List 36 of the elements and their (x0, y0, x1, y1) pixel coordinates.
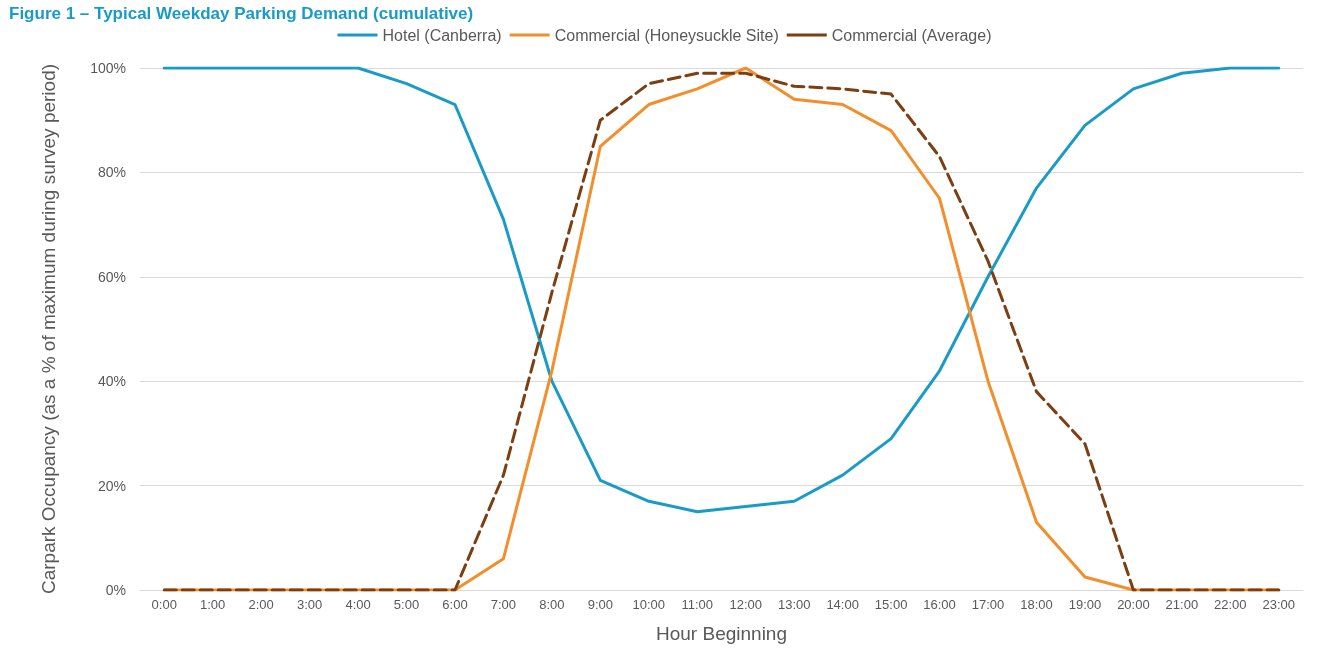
y-tick-label: 20% (97, 477, 126, 494)
y-tick-label: 60% (97, 268, 126, 285)
x-tick-label: 13:00 (777, 597, 811, 612)
x-tick-label: 14:00 (826, 597, 859, 612)
x-tick-label: 21:00 (1165, 597, 1199, 612)
x-tick-label: 15:00 (874, 597, 908, 612)
x-tick-label: 16:00 (923, 597, 956, 612)
x-tick-label: 22:00 (1214, 597, 1247, 612)
legend-label: Hotel (Canberra) (382, 26, 502, 44)
x-tick-label: 4:00 (345, 597, 371, 612)
x-tick-label: 10:00 (632, 597, 666, 612)
legend-label: Commercial (Honeysuckle Site) (554, 26, 779, 44)
x-tick-label: 8:00 (539, 597, 565, 612)
x-tick-label: 6:00 (442, 597, 468, 612)
x-tick-label: 3:00 (296, 597, 323, 612)
x-tick-label: 23:00 (1262, 597, 1296, 612)
x-tick-label: 2:00 (248, 597, 274, 612)
x-axis-title: Hour Beginning (656, 623, 787, 644)
x-tick-label: 19:00 (1068, 597, 1102, 612)
x-tick-label: 9:00 (587, 597, 614, 612)
x-tick-label: 7:00 (490, 597, 517, 612)
x-tick-label: 11:00 (681, 597, 714, 612)
x-tick-label: 0:00 (151, 597, 177, 612)
y-tick-label: 40% (97, 373, 126, 390)
x-tick-label: 5:00 (393, 597, 420, 612)
x-tick-label: 12:00 (729, 597, 762, 612)
y-tick-label: 80% (97, 164, 126, 181)
x-tick-label: 18:00 (1020, 597, 1053, 612)
x-tick-label: 1:00 (200, 597, 226, 612)
legend-label: Commercial (Average) (831, 26, 992, 44)
chart-title: Figure 1 – Typical Weekday Parking Demand (cumulative) (9, 4, 474, 23)
x-tick-label: 20:00 (1117, 597, 1150, 612)
y-tick-label: 100% (90, 60, 126, 76)
x-tick-label: 17:00 (971, 597, 1005, 612)
y-axis-title: Carpark Occupancy (as a % of maximum during survey period) (37, 63, 59, 595)
y-tick-label: 0% (105, 582, 126, 598)
